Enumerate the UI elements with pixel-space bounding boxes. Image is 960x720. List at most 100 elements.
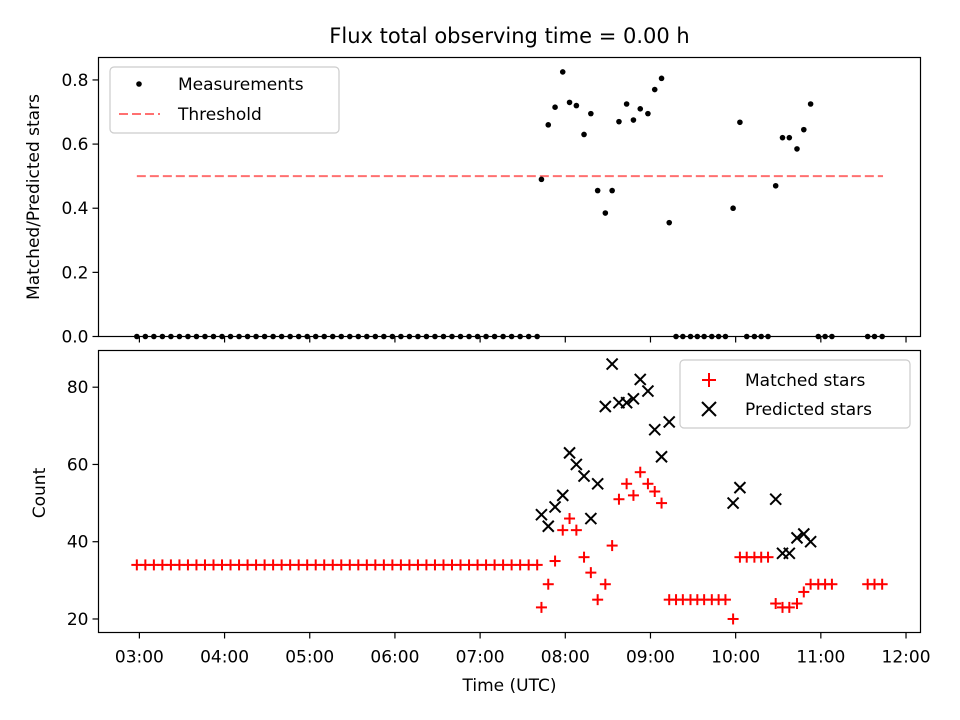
measurement-point [559,69,566,75]
measurement-point [630,117,637,123]
matched-star-point [564,513,576,525]
matched-star-point [876,578,888,590]
measurement-point [573,102,580,109]
top-legend: Measurements Threshold [109,66,340,134]
bottom-axes-frame [97,349,922,634]
top-y-tick-label: 0.2 [61,263,88,283]
bottom-x-tick-label: 05:00 [285,648,334,668]
predicted-star-point [620,396,633,409]
predicted-star-point [634,373,647,386]
matched-star-point [634,466,646,478]
legend-predicted-label: Predicted stars [745,400,872,420]
matched-star-point [627,489,639,501]
predicted-star-point [605,357,619,371]
measurement-point [602,210,609,216]
bottom-x-axis: 03:00 04:00 05:00 06:00 07:00 08:00 09:00 10:00… [115,632,931,668]
predicted-star-point [535,508,548,521]
measurement-point [772,182,779,189]
matched-star-point [557,524,569,536]
bottom-plot-marks [131,357,888,625]
matched-star-point [826,578,838,590]
matched-star-point [719,594,731,606]
measurement-point [658,75,665,82]
top-y-tick-label: 0.4 [61,199,88,219]
predicted-star-point [769,493,782,506]
measurement-point [807,101,814,107]
matched-star-point [762,551,774,563]
matched-star-point [649,486,661,497]
bottom-x-tick-label: 06:00 [370,648,419,668]
matched-star-point [791,598,803,610]
matched-star-point [606,540,618,552]
top-x-axis [138,336,907,343]
legend-measurements-label: Measurements [178,75,304,95]
predicted-star-point [790,531,804,545]
bottom-y-tick-label: 40 [67,533,89,553]
legend-matched-label: Matched stars [745,371,865,391]
matched-star-point [542,578,554,590]
bottom-x-tick-label: 12:00 [882,648,931,668]
bottom-y-tick-label: 60 [67,455,89,475]
legend-predicted-marker [701,401,717,417]
predicted-star-point [563,446,576,460]
bottom-x-tick-label: 03:00 [115,648,164,668]
measurement-point [594,187,601,194]
measurement-point [651,86,658,93]
bottom-x-tick-label: 04:00 [200,648,249,668]
legend-matched-marker [702,373,716,387]
measurement-point [730,205,736,212]
bottom-legend: Matched stars Predicted stars [679,359,911,429]
matched-star-point [531,559,543,571]
bottom-y-axis-label: Count [30,467,50,518]
predicted-star-point [627,392,640,405]
bottom-y-tick-label: 20 [67,610,89,630]
measurement-point [566,99,573,106]
measurement-point [637,106,644,112]
matched-star-point [621,478,633,490]
bottom-x-tick-label: 10:00 [711,648,760,668]
predicted-star-point [726,496,740,510]
matched-star-point [535,601,547,613]
measurement-point [737,119,743,126]
bottom-y-axis: 20 40 60 80 [67,378,99,630]
measurement-point [588,110,594,117]
matched-star-point [599,578,611,590]
predicted-star-point [641,384,655,398]
measurement-point [794,146,800,152]
predicted-star-point [599,400,612,413]
predicted-star-point [591,477,604,490]
predicted-star-point [570,458,583,471]
bottom-y-tick-label: 80 [67,378,89,398]
measurement-point [645,110,651,117]
top-y-axis-label: Matched/Predicted stars [24,94,44,300]
top-y-tick-label: 0.0 [61,328,88,348]
predicted-star-point [648,423,661,436]
measurement-point [545,122,552,128]
bottom-x-axis-label: Time (UTC) [462,676,557,696]
matched-star-point [783,601,795,613]
predicted-star-point [783,547,796,560]
measurement-point [623,101,630,107]
matched-star-point [613,493,625,505]
measurement-point [538,176,545,183]
measurement-point [801,126,807,133]
top-y-tick-label: 0.8 [61,71,88,91]
predicted-star-point [556,489,569,502]
measurement-point [786,134,793,141]
predicted-star-point [577,469,591,483]
matched-star-point [570,524,582,536]
matched-star-point [656,497,668,509]
matched-star-point [770,598,782,610]
matched-star-point [642,478,654,490]
top-y-axis: 0.0 0.2 0.4 0.6 0.8 [61,71,99,348]
bottom-x-tick-label: 08:00 [541,648,590,668]
predicted-star-point [804,535,817,548]
matched-star-point [549,555,561,567]
bottom-x-tick-label: 11:00 [796,648,845,668]
predicted-star-point [542,520,555,533]
matched-star-point [578,551,590,563]
predicted-star-point [655,450,668,463]
measurement-point [609,187,615,194]
measurement-point [552,104,558,111]
